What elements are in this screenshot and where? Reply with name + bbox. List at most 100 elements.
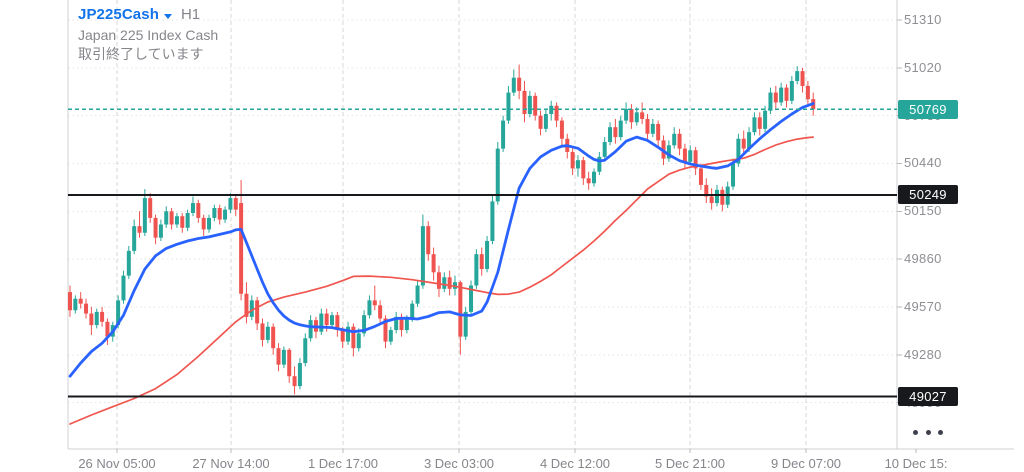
candle-body — [431, 254, 436, 273]
fast-ma-line — [68, 102, 815, 378]
candle-body — [501, 120, 506, 149]
candle-body — [415, 285, 420, 304]
candle-body — [533, 95, 538, 116]
candle-body — [174, 216, 179, 225]
time-tick-label: 4 Dec 12:00 — [539, 456, 611, 471]
candle-body — [613, 127, 618, 138]
candle-body — [297, 363, 302, 387]
chart-options-button[interactable] — [912, 424, 944, 440]
candle-body — [624, 109, 629, 121]
time-tick-label: 5 Dec 21:00 — [654, 456, 726, 471]
candle-body — [399, 316, 404, 331]
candle-body — [581, 160, 586, 179]
candle-body — [292, 376, 297, 387]
candle-body — [324, 313, 329, 326]
candle-body — [586, 178, 591, 184]
price-tick-label: 50440 — [904, 155, 942, 171]
candle-body — [142, 198, 147, 233]
candle-body — [747, 132, 752, 149]
candle-body — [672, 133, 677, 146]
symbol-selector[interactable]: JP225Cash — [78, 6, 172, 24]
candle-body — [351, 326, 356, 349]
time-tick-label: 27 Nov 14:00 — [192, 456, 270, 471]
candle-body — [752, 117, 757, 133]
time-tick-label: 3 Dec 03:00 — [423, 456, 495, 471]
candle-body — [629, 109, 634, 123]
candle-body — [126, 250, 131, 276]
candle-body — [522, 90, 527, 115]
candle-body — [223, 209, 228, 220]
candle-body — [89, 313, 94, 326]
candle-body — [682, 148, 687, 162]
candle-body — [169, 211, 174, 225]
candle-body — [367, 300, 372, 316]
candle-body — [190, 203, 195, 213]
candle-body — [100, 311, 105, 322]
candle-body — [640, 112, 645, 119]
timeframe-selector[interactable]: H1 — [180, 6, 201, 23]
candle-body — [736, 138, 741, 164]
candle-body — [228, 198, 233, 210]
time-tick-label: 10 Dec 15: — [884, 456, 948, 471]
candle-body — [330, 315, 335, 326]
candle-body — [281, 349, 286, 365]
candle-body — [795, 71, 800, 82]
candle-wick — [374, 285, 376, 311]
candle-body — [378, 305, 383, 319]
candle-body — [634, 112, 639, 123]
candle-body — [554, 105, 559, 121]
price-tick-label: 49860 — [904, 251, 942, 267]
candle-body — [731, 163, 736, 187]
price-tick-label: 50150 — [904, 203, 942, 219]
candle-body — [356, 333, 361, 349]
candle-body — [271, 326, 276, 349]
candle-body — [458, 282, 463, 337]
candle-body — [383, 318, 388, 342]
candle-body — [148, 198, 153, 218]
candle-body — [688, 150, 693, 162]
candle-body — [153, 217, 158, 238]
candle-body — [559, 120, 564, 139]
candle-body — [779, 87, 784, 103]
candle-body — [233, 198, 238, 210]
candle-body — [346, 326, 351, 342]
candle-body — [469, 285, 474, 312]
candle-body — [527, 95, 532, 115]
candle-body — [217, 208, 222, 220]
candle-body — [132, 226, 137, 251]
candle-body — [276, 348, 281, 365]
candle-wick — [139, 211, 141, 238]
candle-body — [239, 203, 244, 294]
candle-body — [768, 92, 773, 111]
candle-body — [485, 240, 490, 270]
candle-body — [575, 160, 580, 169]
candle-body — [495, 148, 500, 202]
candle-body — [543, 114, 548, 129]
candle-body — [372, 300, 377, 306]
candle-body — [207, 217, 212, 230]
candle-body — [805, 85, 810, 100]
candle-body — [773, 92, 778, 103]
ellipsis-dot-icon — [938, 429, 943, 435]
candle-body — [84, 303, 89, 314]
candle-body — [158, 224, 163, 238]
time-tick-label: 1 Dec 17:00 — [307, 456, 379, 471]
candle-body — [244, 293, 249, 317]
candle-body — [94, 311, 99, 326]
time-tick-label: 9 Dec 07:00 — [770, 456, 842, 471]
candle-body — [335, 315, 340, 331]
candle-body — [447, 277, 452, 289]
candle-body — [260, 323, 265, 340]
candle-body — [490, 201, 495, 241]
dropdown-triangle-icon — [163, 13, 172, 19]
candle-body — [650, 123, 655, 134]
price-tick-label: 51310 — [904, 12, 942, 27]
candle-body — [704, 184, 709, 197]
candle-body — [255, 300, 260, 324]
candle-body — [121, 275, 126, 301]
candle-body — [442, 277, 447, 289]
slow-ma-line — [69, 136, 815, 425]
candle-body — [303, 338, 308, 364]
